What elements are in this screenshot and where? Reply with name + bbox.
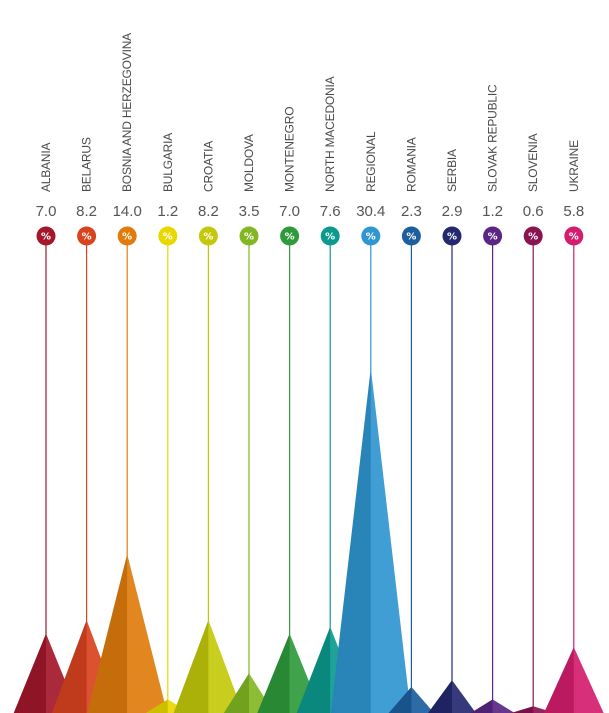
- percent-symbol-croatia: %: [203, 232, 213, 243]
- value-label-albania: 7.0: [36, 203, 57, 220]
- value-label-croatia: 8.2: [198, 203, 219, 220]
- peak-serbia-left: [428, 680, 452, 713]
- stem-lines: [45, 236, 575, 713]
- percent-symbol-ukraine: %: [569, 232, 579, 243]
- category-label-bosnia-and-herzegovina: BOSNIA AND HERZEGOVINA: [120, 33, 134, 192]
- category-label-croatia: CROATIA: [201, 141, 215, 192]
- percent-symbol-albania: %: [41, 232, 51, 243]
- peak-romania-left: [388, 686, 412, 713]
- percent-symbol-north-macedonia: %: [325, 232, 335, 243]
- peak-albania-right: [46, 633, 79, 713]
- percent-marker-romania: [401, 226, 421, 246]
- value-label-north-macedonia: 7.6: [320, 203, 341, 220]
- category-label-slovenia: SLOVENIA: [526, 133, 540, 192]
- percent-symbol-romania: %: [406, 232, 416, 243]
- category-label-bulgaria: BULGARIA: [161, 133, 175, 192]
- peak-montenegro-right: [289, 633, 322, 713]
- category-label-moldova: MOLDOVA: [242, 134, 256, 192]
- percent-markers: %%%%%%%%%%%%%%: [36, 226, 584, 246]
- category-label-montenegro: MONTENEGRO: [283, 107, 297, 192]
- peak-slovenia-left: [511, 706, 534, 713]
- category-label-romania: ROMANIA: [404, 137, 418, 192]
- percent-symbol-regional: %: [366, 232, 376, 243]
- percent-marker-ukraine: [564, 226, 584, 246]
- value-label-belarus: 8.2: [76, 203, 97, 220]
- percent-marker-montenegro: [280, 226, 300, 246]
- percent-symbol-slovak-republic: %: [488, 232, 498, 243]
- category-label-serbia: SERBIA: [445, 149, 459, 192]
- percent-marker-regional: [361, 226, 381, 246]
- value-label-regional: 30.4: [356, 203, 385, 220]
- peak-bosnia-and-herzegovina-left: [87, 554, 128, 713]
- value-label-bulgaria: 1.2: [157, 203, 178, 220]
- percent-symbol-moldova: %: [244, 232, 254, 243]
- peak-north-macedonia-left: [296, 626, 331, 713]
- peak-slovak-republic-right: [492, 699, 515, 713]
- percent-symbol-slovenia: %: [528, 232, 538, 243]
- peak-regional-left: [330, 368, 371, 713]
- peak-croatia-right: [208, 619, 244, 713]
- percent-marker-slovenia: [523, 226, 543, 246]
- value-label-romania: 2.3: [401, 203, 422, 220]
- peak-belarus-left: [51, 619, 87, 713]
- percent-symbol-montenegro: %: [285, 232, 295, 243]
- percent-marker-croatia: [198, 226, 218, 246]
- percent-symbol-belarus: %: [82, 232, 92, 243]
- category-label-belarus: BELARUS: [80, 137, 94, 192]
- value-label-slovenia: 0.6: [523, 203, 544, 220]
- peak-bosnia-and-herzegovina-right: [127, 554, 168, 713]
- peak-bulgaria-left: [145, 699, 168, 713]
- percent-marker-albania: [36, 226, 56, 246]
- peak-slovak-republic-left: [470, 699, 493, 713]
- category-label-ukraine: UKRAINE: [567, 140, 581, 192]
- percent-marker-serbia: [442, 226, 462, 246]
- value-label-montenegro: 7.0: [279, 203, 300, 220]
- percent-symbol-bulgaria: %: [163, 232, 173, 243]
- percent-marker-belarus: [77, 226, 97, 246]
- peak-regional-right: [370, 368, 411, 713]
- peak-serbia-right: [452, 680, 476, 713]
- percent-marker-slovak-republic: [483, 226, 503, 246]
- peak-albania-left: [13, 633, 47, 713]
- percent-marker-bosnia-and-herzegovina: [117, 226, 137, 246]
- percent-marker-north-macedonia: [320, 226, 340, 246]
- category-label-slovak-republic: SLOVAK REPUBLIC: [486, 84, 500, 192]
- percent-marker-moldova: [239, 226, 259, 246]
- peak-ukraine-left: [543, 647, 574, 713]
- peak-moldova-left: [223, 673, 249, 713]
- peak-montenegro-left: [257, 633, 290, 713]
- percent-symbol-serbia: %: [447, 232, 457, 243]
- peak-croatia-left: [173, 619, 209, 713]
- peak-romania-right: [411, 686, 435, 713]
- category-label-north-macedonia: NORTH MACEDONIA: [323, 76, 337, 192]
- value-label-serbia: 2.9: [442, 203, 463, 220]
- value-label-moldova: 3.5: [239, 203, 260, 220]
- value-label-bosnia-and-herzegovina: 14.0: [113, 203, 142, 220]
- percent-marker-bulgaria: [158, 226, 178, 246]
- value-labels: 7.0 8.2 14.0 1.2 8.2 3.5 7.0 7.6 30.4 2.3 2.9 1.2 0.…: [36, 203, 585, 220]
- peak-moldova-right: [249, 673, 275, 713]
- value-label-ukraine: 5.8: [563, 203, 584, 220]
- value-label-slovak-republic: 1.2: [482, 203, 503, 220]
- category-label-regional: REGIONAL: [364, 131, 378, 192]
- category-labels: ALBANIA BELARUS BOSNIA AND HERZEGOVINA BULG…: [39, 33, 581, 192]
- peak-ukraine-right: [573, 647, 604, 713]
- category-label-albania: ALBANIA: [39, 143, 53, 192]
- peak-triangles: [13, 368, 604, 713]
- percent-symbol-bosnia-and-herzegovina: %: [122, 232, 132, 243]
